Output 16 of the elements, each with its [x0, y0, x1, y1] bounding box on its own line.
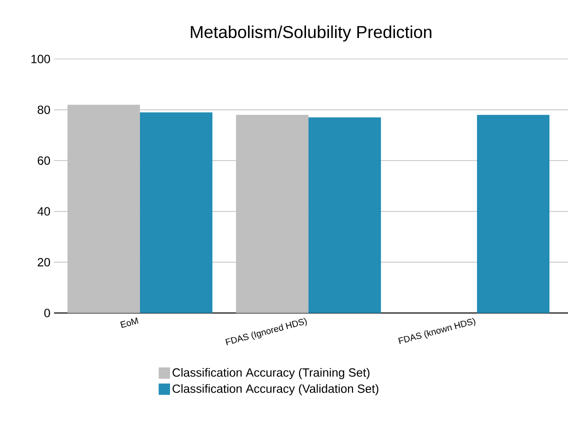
x-tick-label: FDAS (known HDS)	[398, 318, 476, 344]
legend-label: Classification Accuracy (Validation Set)	[172, 384, 378, 396]
bar	[477, 114, 550, 313]
legend-label: Classification Accuracy (Training Set)	[172, 368, 370, 380]
y-tick-label: 20	[38, 258, 50, 266]
bar	[67, 104, 140, 313]
bar	[236, 114, 308, 313]
y-tick-label: 100	[31, 54, 50, 64]
bar	[308, 117, 381, 313]
y-tick-label: 80	[38, 106, 50, 114]
chart-title: Metabolism/Solubility Prediction	[190, 25, 432, 42]
y-tick-label: 60	[38, 156, 50, 165]
y-tick-label: 40	[37, 207, 50, 216]
y-tick-label: 0	[44, 308, 50, 318]
x-tick-label: EoM	[120, 317, 138, 328]
bar	[140, 112, 212, 313]
